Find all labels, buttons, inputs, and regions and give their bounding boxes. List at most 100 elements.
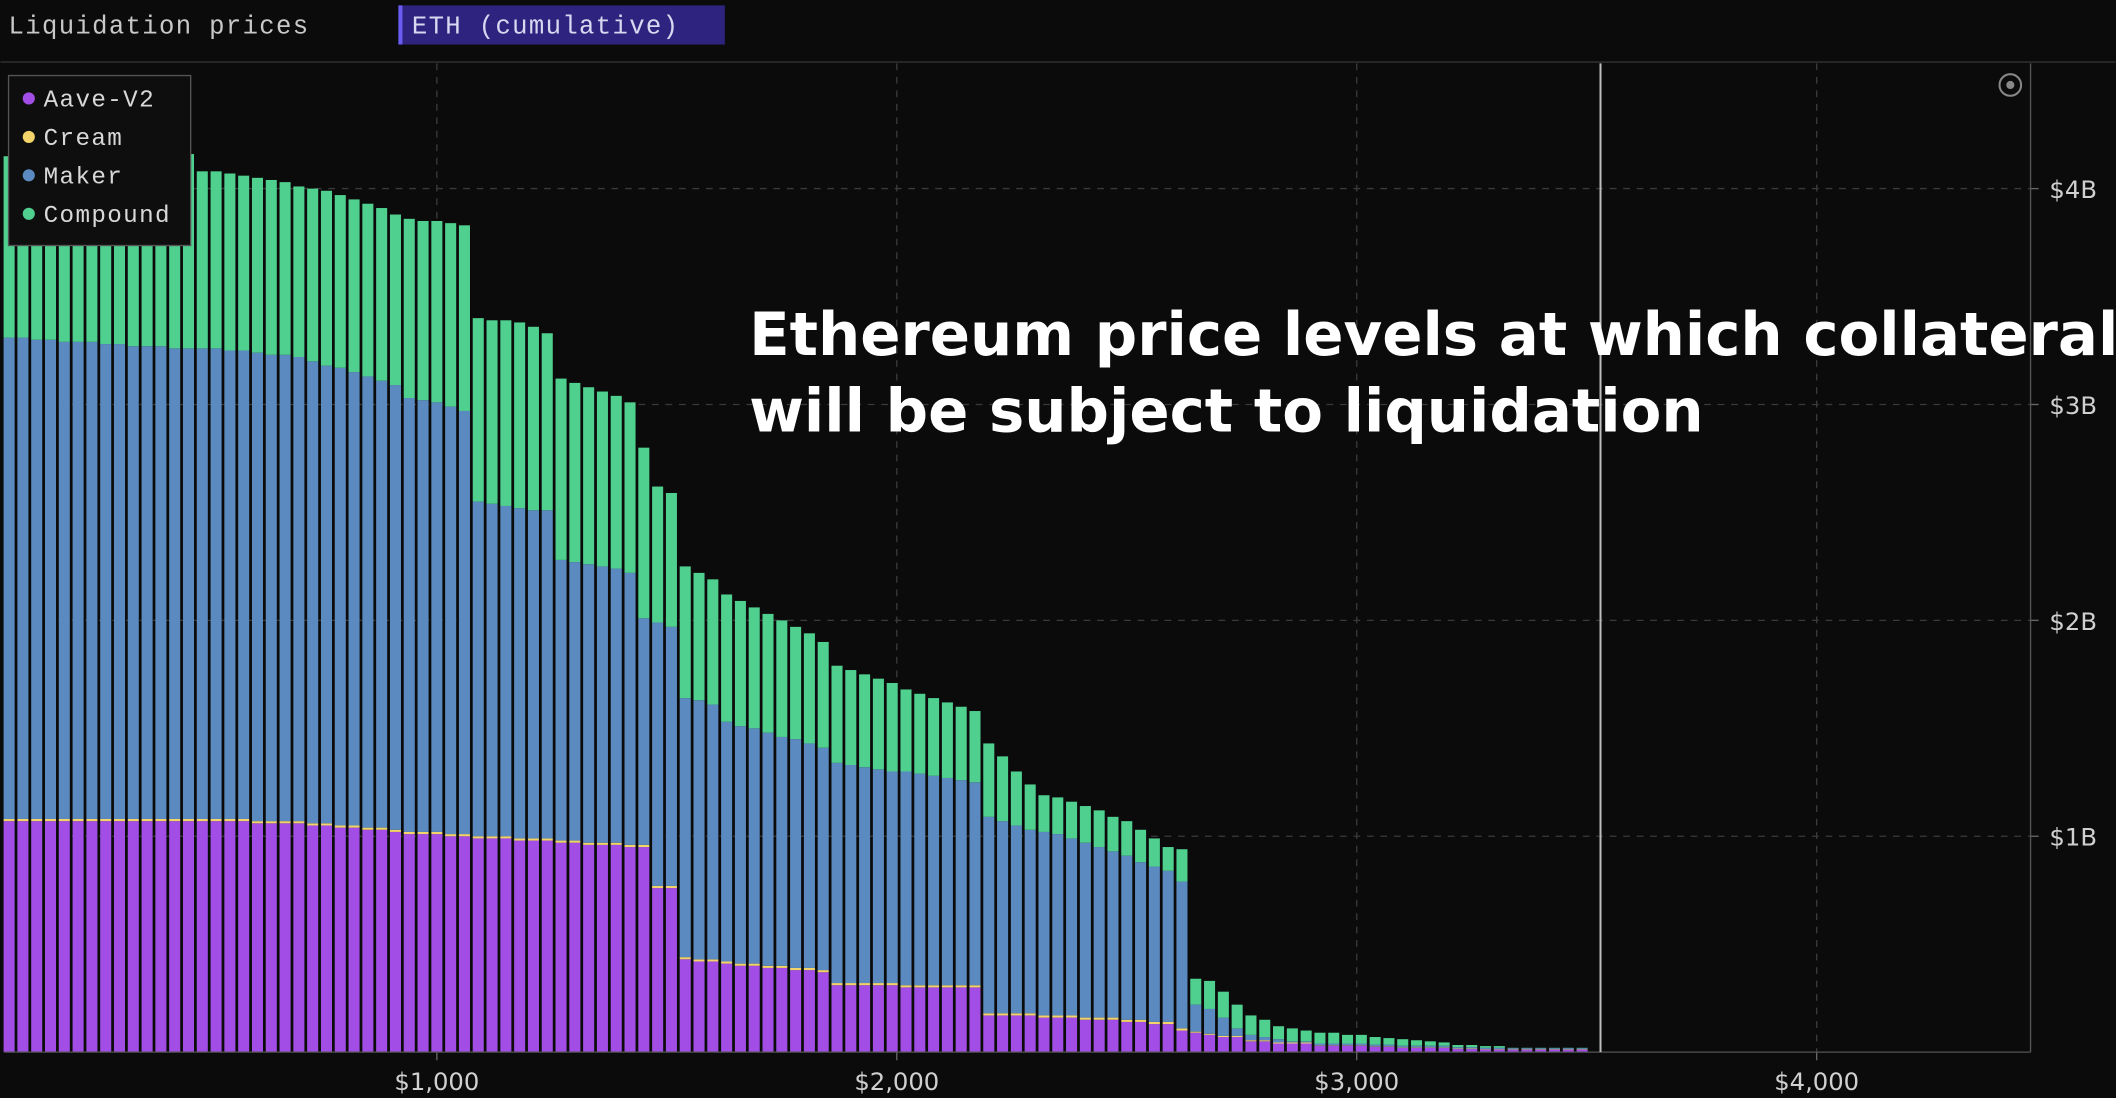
bar-segment	[31, 818, 43, 822]
bar-segment	[1480, 1047, 1492, 1050]
bar-segment	[1052, 1015, 1064, 1018]
bar-segment	[1273, 1026, 1285, 1040]
bar-segment	[155, 346, 167, 819]
bar-segment	[486, 836, 498, 839]
bar-segment	[693, 572, 705, 701]
bar-segment	[817, 970, 829, 973]
bar-segment	[17, 821, 29, 1053]
bar-segment	[983, 816, 995, 1014]
bar-segment	[1217, 1035, 1229, 1038]
bar-segment	[679, 959, 691, 1053]
bar-segment	[293, 823, 305, 1053]
bar-segment	[1328, 1045, 1340, 1053]
bar-segment	[58, 341, 70, 819]
bar-segment	[555, 842, 567, 1053]
bar-segment	[1217, 991, 1229, 1018]
bar-segment	[265, 821, 277, 824]
bar-segment	[790, 967, 802, 971]
bar-segment	[803, 633, 815, 744]
bar-segment	[307, 825, 319, 1053]
bar-segment	[500, 838, 512, 1053]
bar-segment	[1535, 1049, 1547, 1053]
bar-segment	[1107, 1019, 1119, 1053]
bar-segment	[997, 756, 1009, 822]
bar-segment	[610, 568, 622, 843]
bar-segment	[638, 618, 650, 845]
bar-segment	[403, 834, 415, 1053]
bar-segment	[1038, 795, 1050, 832]
bar-segment	[17, 818, 29, 822]
bar-segment	[1079, 1017, 1091, 1020]
tab-button[interactable]	[398, 5, 725, 45]
bar-segment	[734, 965, 746, 1053]
bar-segment	[652, 888, 664, 1053]
bar-segment	[458, 225, 470, 411]
bar-segment	[886, 771, 898, 984]
bar-segment	[1507, 1049, 1519, 1053]
bar-segment	[527, 838, 539, 841]
bar-segment	[859, 985, 871, 1053]
bar-segment	[169, 348, 181, 819]
bar-segment	[100, 344, 112, 819]
bar-segment	[941, 987, 953, 1053]
bar-segment	[1176, 881, 1188, 1029]
bar-segment	[1190, 1031, 1202, 1033]
bar-segment	[872, 678, 884, 770]
bar-segment	[238, 350, 250, 819]
bar-segment	[1204, 980, 1216, 1009]
target-icon[interactable]	[1998, 73, 2023, 97]
bar-segment	[541, 333, 553, 511]
bar-segment	[1286, 1043, 1298, 1053]
x-tick-label: $1,000	[394, 1067, 479, 1096]
bar-segment	[1342, 1043, 1354, 1046]
bar-segment	[1576, 1048, 1588, 1050]
bar-segment	[1369, 1037, 1381, 1045]
bar-segment	[1286, 1028, 1298, 1042]
bar-segment	[348, 199, 360, 373]
bar-segment	[1493, 1046, 1505, 1048]
bar-segment	[1010, 1013, 1022, 1016]
bar-segment	[1452, 1047, 1464, 1049]
bar-segment	[279, 182, 291, 355]
bar-segment	[86, 821, 98, 1053]
bar-segment	[389, 831, 401, 1053]
bar-segment	[1010, 825, 1022, 1014]
bar-segment	[1038, 831, 1050, 1016]
bar-segment	[1259, 1019, 1271, 1038]
bar-segment	[693, 959, 705, 962]
bar-segment	[1148, 1024, 1160, 1053]
plot: $1B $2B $3B $4B $1,000 $2,000 $3,000 $4,000 Ethe…	[3, 63, 2116, 1096]
bar-segment	[72, 154, 84, 342]
bar-segment	[1010, 1015, 1022, 1053]
bar-segment	[1176, 849, 1188, 882]
bar-segment	[376, 827, 388, 830]
bar-segment	[596, 391, 608, 567]
bar-segment	[458, 834, 470, 837]
bar-segment	[1204, 1033, 1216, 1035]
bar-segment	[624, 844, 636, 848]
bar-segment	[997, 1013, 1009, 1016]
bar-segment	[389, 829, 401, 832]
bar-segment	[555, 559, 567, 841]
bar-segment	[1493, 1049, 1505, 1053]
bar-segment	[182, 821, 195, 1053]
bar-segment	[1052, 797, 1064, 835]
bar-segment	[472, 318, 484, 502]
bar-segment	[1466, 1047, 1478, 1049]
bar-segment	[928, 775, 940, 986]
bar-segment	[527, 510, 539, 839]
bar-segment	[1093, 810, 1105, 848]
bar-segment	[293, 821, 305, 824]
bar-segment	[1355, 1043, 1367, 1046]
tab-label[interactable]: ETH (cumulative)	[412, 13, 679, 42]
bar-segment	[44, 821, 57, 1053]
bar-segment	[514, 840, 526, 1053]
bar-segment	[679, 698, 691, 958]
bar-segment	[31, 156, 43, 340]
bar-segment	[555, 378, 567, 560]
bar-segment	[458, 836, 470, 1053]
bar-segment	[1107, 851, 1119, 1018]
bar-segment	[224, 173, 236, 351]
bar-segment	[1273, 1043, 1285, 1053]
bar-segment	[817, 747, 829, 971]
